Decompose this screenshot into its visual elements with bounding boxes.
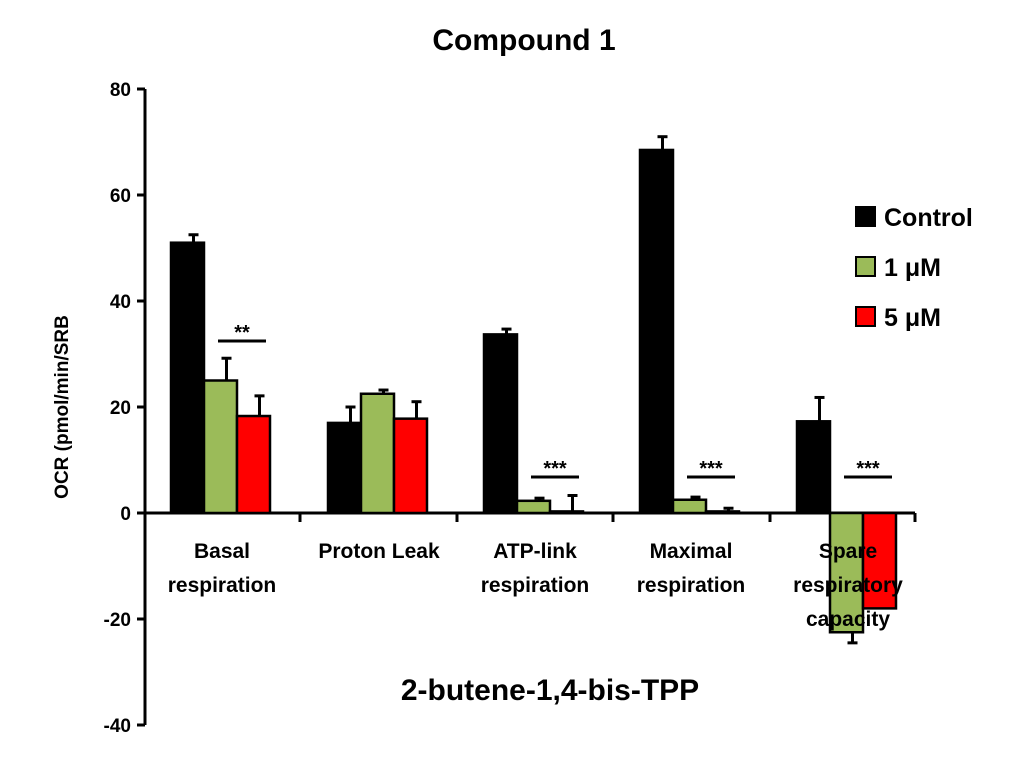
legend-label: 5 μM [884, 304, 941, 332]
category-label: capacity [806, 608, 890, 631]
bar [235, 414, 272, 515]
bar [861, 511, 898, 610]
category-label: Proton Leak [318, 540, 440, 563]
significance-label: *** [699, 458, 723, 480]
category-label: ATP-link [493, 540, 577, 563]
bar [638, 148, 675, 515]
bar [326, 421, 363, 515]
category-label: respiration [481, 574, 590, 597]
bar [671, 498, 708, 515]
significance-label: *** [543, 458, 567, 480]
significance-label: ** [234, 322, 250, 344]
legend-swatch [855, 206, 876, 227]
chart-subtitle: 2-butene-1,4-bis-TPP [401, 674, 699, 707]
bar [359, 392, 396, 515]
y-tick-label: 20 [110, 398, 131, 419]
category-label: respiration [637, 574, 746, 597]
y-tick-label: 60 [110, 186, 131, 207]
chart-title: Compound 1 [432, 24, 615, 57]
plot-area: 80 60 40 20 0 -20 -40 OCR (pmol/min/SRB Basal res… [52, 80, 973, 737]
bar [169, 241, 206, 515]
legend-swatch [855, 306, 876, 327]
y-axis-label: OCR (pmol/min/SRB [52, 315, 73, 499]
category-label: respiration [168, 574, 277, 597]
category-label: Basal [194, 540, 250, 563]
legend-swatch [855, 256, 876, 277]
category-label: respiratory [793, 574, 903, 597]
bar [392, 417, 429, 515]
legend-label: 1 μM [884, 254, 941, 282]
bar [202, 379, 239, 515]
y-tick-label: 80 [110, 80, 131, 101]
bar [482, 333, 519, 515]
significance-label: *** [856, 458, 880, 480]
y-tick-label: 0 [120, 504, 131, 525]
y-tick-label: 40 [110, 292, 131, 313]
category-label: Spare [819, 540, 877, 563]
bar [704, 510, 741, 515]
bar [548, 510, 585, 515]
legend-label: Control [884, 204, 973, 232]
y-tick-label: -20 [104, 610, 131, 631]
bar [795, 420, 832, 515]
y-tick-label: -40 [104, 716, 131, 737]
category-label: Maximal [650, 540, 733, 563]
bar [828, 511, 865, 634]
bar [515, 499, 552, 515]
